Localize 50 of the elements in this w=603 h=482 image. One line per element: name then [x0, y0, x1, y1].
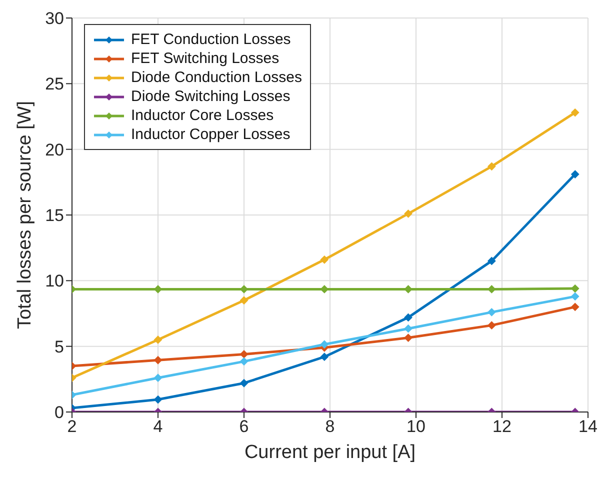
y-tick-label: 5 [54, 337, 64, 356]
point [154, 374, 162, 382]
x-tick-label: 10 [406, 417, 426, 436]
x-tick-label: 4 [153, 417, 163, 436]
legend-label: Diode Conduction Losses [131, 69, 302, 86]
point [404, 210, 412, 218]
point [154, 356, 162, 364]
point [154, 285, 162, 294]
point [240, 350, 248, 358]
point [320, 340, 328, 348]
x-axis-title: Current per input [A] [244, 442, 416, 463]
point [404, 285, 412, 294]
point [488, 308, 496, 316]
point [571, 302, 580, 311]
legend-label: Inductor Core Losses [131, 107, 274, 124]
point [488, 162, 496, 170]
point [571, 284, 580, 293]
point [154, 396, 162, 404]
point [154, 336, 162, 344]
point [571, 108, 580, 117]
legend-label: FET Switching Losses [131, 50, 280, 67]
y-tick-label: 0 [54, 403, 64, 422]
legend-label: Diode Switching Losses [131, 88, 290, 105]
x-tick-label: 14 [578, 417, 598, 436]
point [240, 285, 248, 294]
point [404, 334, 412, 342]
y-axis-title: Total losses per source [W] [14, 100, 36, 330]
point [404, 324, 412, 333]
x-tick-label: 6 [239, 417, 249, 436]
legend-label: FET Conduction Losses [131, 31, 291, 48]
y-tick-label: 10 [45, 272, 64, 291]
point [240, 296, 248, 304]
point [488, 285, 496, 294]
y-tick-label: 25 [45, 74, 64, 94]
legend-label: Inductor Copper Losses [131, 126, 290, 143]
y-tick-label: 15 [45, 206, 64, 226]
y-tick-label: 30 [45, 9, 64, 28]
point [488, 256, 496, 265]
point [320, 256, 328, 264]
point [240, 357, 248, 366]
point [320, 352, 328, 361]
point [404, 313, 412, 322]
y-tick-label: 20 [45, 140, 64, 160]
point [571, 292, 580, 300]
x-tick-label: 12 [492, 417, 512, 436]
point [571, 170, 580, 178]
point [488, 321, 496, 330]
x-tick-label: 8 [325, 417, 335, 436]
point [240, 379, 248, 388]
x-tick-label: 2 [67, 417, 77, 436]
